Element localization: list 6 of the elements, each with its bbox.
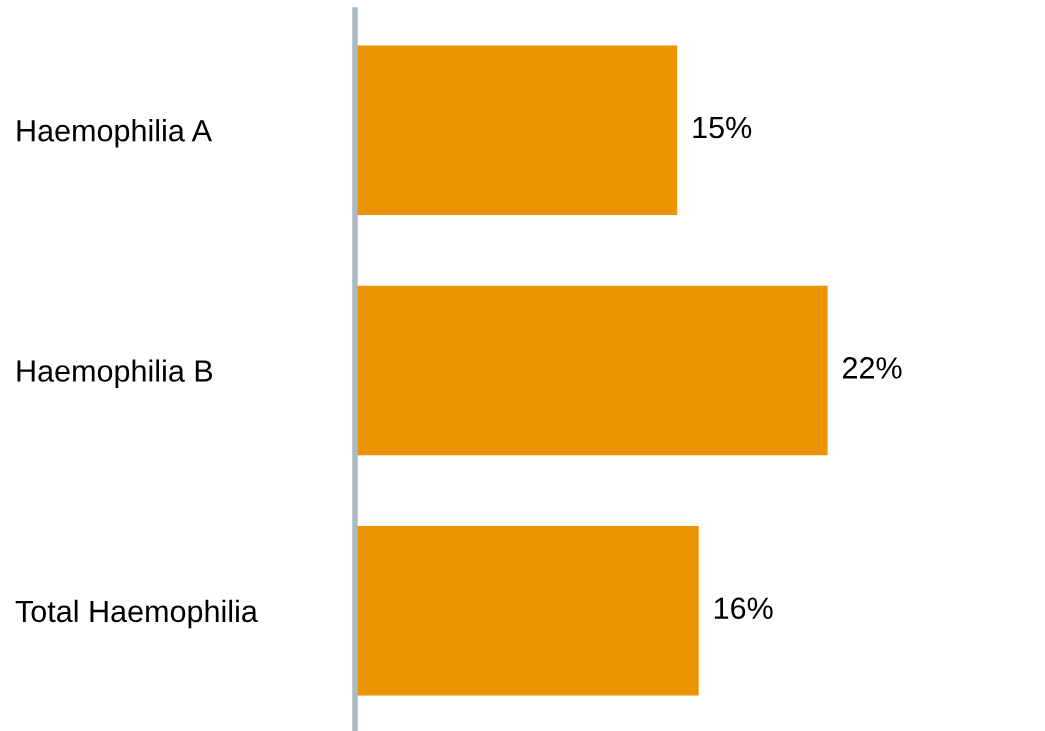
y-tick-label: Total Haemophilia bbox=[15, 599, 258, 629]
data-label: 22% bbox=[843, 357, 902, 379]
data-label: 16% bbox=[714, 597, 773, 620]
y-tick-label: Haemophilia B bbox=[17, 359, 213, 388]
data-label: 15% bbox=[693, 116, 752, 139]
y-tick-label: Haemophilia A bbox=[17, 119, 212, 148]
